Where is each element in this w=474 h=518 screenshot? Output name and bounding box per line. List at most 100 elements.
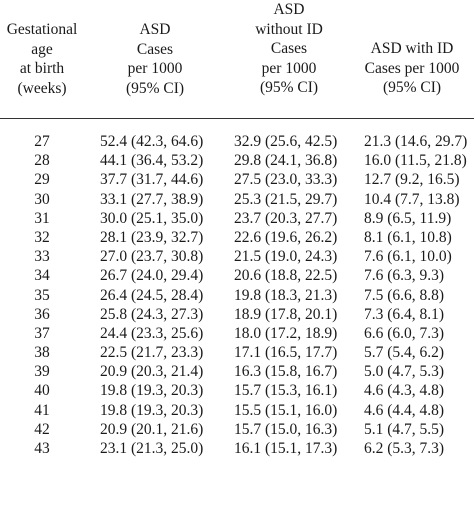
cell-asd-without-id: 16.3 (15.8, 16.7) <box>234 363 338 381</box>
cell-asd-with-id: 6.6 (6.0, 7.3) <box>364 324 445 342</box>
header-divider <box>0 118 474 119</box>
cell-asd-without-id: 15.7 (15.0, 16.3) <box>234 420 338 438</box>
table-row: 40 19.8 (19.3, 20.3) 15.7 (15.3, 16.1) 4.6 … <box>0 381 474 400</box>
cell-asd-without-id: 15.7 (15.3, 16.1) <box>234 382 338 400</box>
cell-asd-with-id: 21.3 (14.6, 29.7) <box>364 133 468 150</box>
cell-asd-without-id: 18.9 (17.8, 20.1) <box>234 305 338 323</box>
header-line: per 1000 <box>127 60 183 77</box>
cell-asd-without-id: 27.5 (23.0, 33.3) <box>234 171 338 189</box>
cell-asd-without-id: 16.1 (15.1, 17.3) <box>234 440 338 457</box>
table-row: 41 19.8 (19.3, 20.3) 15.5 (15.1, 16.0) 4.6 … <box>0 401 474 420</box>
table-row: 31 30.0 (25.1, 35.0) 23.7 (20.3, 27.7) 8.9 … <box>0 209 474 228</box>
cell-gestational-age: 35 <box>34 286 50 304</box>
cell-asd: 20.9 (20.3, 21.4) <box>100 363 204 381</box>
cell-asd-without-id: 23.7 (20.3, 27.7) <box>234 209 338 227</box>
cell-asd-with-id: 4.6 (4.4, 4.8) <box>364 401 445 419</box>
cell-asd: 25.8 (24.3, 27.3) <box>100 305 204 323</box>
cell-asd-without-id: 19.8 (18.3, 21.3) <box>234 286 338 304</box>
cell-asd-with-id: 7.3 (6.4, 8.1) <box>364 305 445 323</box>
header-asd-without-id: ASD without ID Cases per 1000 (95% CI) <box>228 0 350 98</box>
table-row: 37 24.4 (23.3, 25.6) 18.0 (17.2, 18.9) 6.6 … <box>0 324 474 343</box>
cell-asd: 26.7 (24.0, 29.4) <box>100 267 204 285</box>
header-line: ASD <box>273 1 305 18</box>
cell-asd-with-id: 5.7 (5.4, 6.2) <box>364 344 445 362</box>
header-line: Cases <box>270 40 308 57</box>
cell-asd: 28.1 (23.9, 32.7) <box>100 228 204 246</box>
cell-gestational-age: 27 <box>34 133 50 150</box>
header-asd: ASD Cases per 1000 (95% CI) <box>90 20 220 98</box>
cell-asd-with-id: 7.6 (6.1, 10.0) <box>364 248 452 266</box>
cell-gestational-age: 38 <box>34 344 50 362</box>
cell-gestational-age: 36 <box>34 305 50 323</box>
cell-asd-without-id: 25.3 (21.5, 29.7) <box>234 190 338 208</box>
cell-asd: 30.0 (25.1, 35.0) <box>100 209 204 227</box>
cell-asd-with-id: 12.7 (9.2, 16.5) <box>364 171 460 189</box>
table-header: Gestational age at birth (weeks) ASD Cas… <box>0 0 474 112</box>
header-line: age <box>31 40 53 58</box>
cell-asd-without-id: 20.6 (18.8, 22.5) <box>234 267 338 285</box>
header-line: Cases <box>136 40 174 58</box>
cell-gestational-age: 29 <box>34 171 50 189</box>
cell-asd: 26.4 (24.5, 28.4) <box>100 286 204 304</box>
header-line: Cases per 1000 <box>364 59 460 77</box>
cell-asd-with-id: 4.6 (4.3, 4.8) <box>364 382 445 400</box>
cell-gestational-age: 30 <box>34 190 50 208</box>
cell-gestational-age: 31 <box>34 209 50 227</box>
cell-asd: 37.7 (31.7, 44.6) <box>100 171 204 189</box>
cell-asd-without-id: 17.1 (16.5, 17.7) <box>234 344 338 362</box>
cell-asd-with-id: 5.1 (4.7, 5.5) <box>364 420 445 438</box>
table-row: 27 52.4 (42.3, 64.6) 32.9 (25.6, 42.5) 21.3… <box>0 132 474 151</box>
table-row: 30 33.1 (27.7, 38.9) 25.3 (21.5, 29.7) 10.4… <box>0 190 474 209</box>
cell-gestational-age: 32 <box>34 228 50 246</box>
cell-asd: 23.1 (21.3, 25.0) <box>100 440 204 457</box>
cell-asd: 22.5 (21.7, 23.3) <box>100 344 204 362</box>
cell-asd: 20.9 (20.1, 21.6) <box>100 420 204 438</box>
cell-asd-without-id: 18.0 (17.2, 18.9) <box>234 324 338 342</box>
table-row: 29 37.7 (31.7, 44.6) 27.5 (23.0, 33.3) 12.7… <box>0 170 474 189</box>
cell-asd-with-id: 5.0 (4.7, 5.3) <box>364 363 445 381</box>
cell-asd: 19.8 (19.3, 20.3) <box>100 401 204 419</box>
cell-asd: 33.1 (27.7, 38.9) <box>100 190 204 208</box>
cell-gestational-age: 39 <box>34 363 50 381</box>
cell-asd-without-id: 21.5 (19.0, 24.3) <box>234 248 338 266</box>
cell-gestational-age: 41 <box>34 401 50 419</box>
table-row: 28 44.1 (36.4, 53.2) 29.8 (24.1, 36.8) 16.0… <box>0 151 474 170</box>
header-line: (weeks) <box>17 79 67 97</box>
cell-asd-with-id: 8.9 (6.5, 11.9) <box>364 209 452 227</box>
header-line: ASD <box>139 21 171 38</box>
header-line: (95% CI) <box>382 79 442 96</box>
table-row: 32 28.1 (23.9, 32.7) 22.6 (19.6, 26.2) 8.1 … <box>0 228 474 247</box>
cell-asd: 27.0 (23.7, 30.8) <box>100 248 204 266</box>
table-row: 33 27.0 (23.7, 30.8) 21.5 (19.0, 24.3) 7.6 … <box>0 247 474 266</box>
cell-asd: 44.1 (36.4, 53.2) <box>100 152 204 170</box>
cell-gestational-age: 33 <box>34 248 50 266</box>
cell-asd: 24.4 (23.3, 25.6) <box>100 324 204 342</box>
cell-gestational-age: 40 <box>34 382 50 400</box>
table-row: 35 26.4 (24.5, 28.4) 19.8 (18.3, 21.3) 7.5 … <box>0 286 474 305</box>
header-line: at birth <box>19 60 65 77</box>
cell-asd: 19.8 (19.3, 20.3) <box>100 382 204 400</box>
header-line: ASD with ID <box>370 40 454 57</box>
cell-asd-with-id: 10.4 (7.7, 13.8) <box>364 190 460 208</box>
table-row: 34 26.7 (24.0, 29.4) 20.6 (18.8, 22.5) 7.6 … <box>0 266 474 285</box>
cell-asd-with-id: 6.2 (5.3, 7.3) <box>364 440 445 457</box>
header-asd-with-id: ASD with ID Cases per 1000 (95% CI) <box>350 39 474 98</box>
cell-gestational-age: 34 <box>34 267 50 285</box>
cell-asd-without-id: 29.8 (24.1, 36.8) <box>234 152 338 170</box>
header-line: (95% CI) <box>259 79 319 96</box>
header-gestational-age: Gestational age at birth (weeks) <box>0 20 84 98</box>
table-row: 36 25.8 (24.3, 27.3) 18.9 (17.8, 20.1) 7.3 … <box>0 305 474 324</box>
header-line: (95% CI) <box>125 79 185 97</box>
cell-gestational-age: 28 <box>34 152 50 170</box>
table-row: 42 20.9 (20.1, 21.6) 15.7 (15.0, 16.3) 5.1 … <box>0 420 474 439</box>
header-line: without ID <box>255 20 323 38</box>
header-line: Gestational <box>6 21 78 38</box>
cell-asd-with-id: 8.1 (6.1, 10.8) <box>364 228 452 246</box>
cell-asd-without-id: 22.6 (19.6, 26.2) <box>234 228 338 246</box>
cell-asd: 52.4 (42.3, 64.6) <box>100 133 204 150</box>
table-body: 27 52.4 (42.3, 64.6) 32.9 (25.6, 42.5) 21.3… <box>0 132 474 458</box>
table-row: 43 23.1 (21.3, 25.0) 16.1 (15.1, 17.3) 6.2 … <box>0 439 474 458</box>
cell-gestational-age: 42 <box>34 420 50 438</box>
table-row: 38 22.5 (21.7, 23.3) 17.1 (16.5, 17.7) 5.7 … <box>0 343 474 362</box>
cell-gestational-age: 37 <box>34 324 50 342</box>
